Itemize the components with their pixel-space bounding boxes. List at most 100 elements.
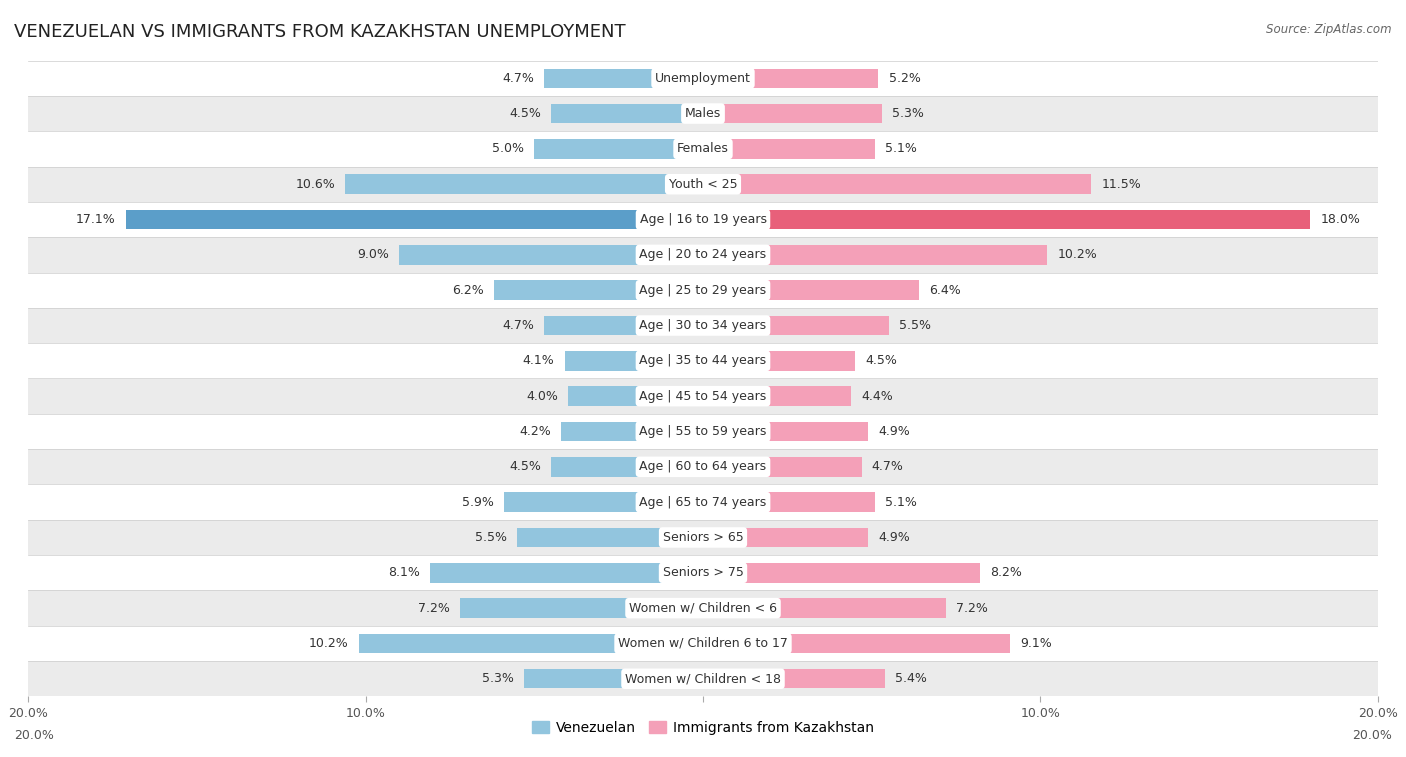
Text: 5.1%: 5.1% (886, 142, 917, 155)
Text: 4.7%: 4.7% (502, 72, 534, 85)
Text: Age | 60 to 64 years: Age | 60 to 64 years (640, 460, 766, 473)
Text: 5.3%: 5.3% (482, 672, 515, 685)
Bar (568, 386, 703, 406)
Text: 18.0%: 18.0% (1320, 213, 1361, 226)
Bar (703, 316, 889, 335)
Text: Seniors > 75: Seniors > 75 (662, 566, 744, 579)
Text: 10.6%: 10.6% (295, 178, 335, 191)
Bar (399, 245, 703, 265)
Bar (551, 104, 703, 123)
Text: 5.3%: 5.3% (891, 107, 924, 120)
Text: VENEZUELAN VS IMMIGRANTS FROM KAZAKHSTAN UNEMPLOYMENT: VENEZUELAN VS IMMIGRANTS FROM KAZAKHSTAN… (14, 23, 626, 41)
Text: Unemployment: Unemployment (655, 72, 751, 85)
Text: Age | 35 to 44 years: Age | 35 to 44 years (640, 354, 766, 367)
Bar (703, 493, 875, 512)
Bar (28, 308, 1378, 343)
Text: Age | 65 to 74 years: Age | 65 to 74 years (640, 496, 766, 509)
Bar (561, 422, 703, 441)
Text: Source: ZipAtlas.com: Source: ZipAtlas.com (1267, 23, 1392, 36)
Bar (703, 669, 886, 689)
Text: 20.0%: 20.0% (14, 729, 53, 742)
Bar (28, 61, 1378, 96)
Text: Males: Males (685, 107, 721, 120)
Text: 20.0%: 20.0% (1353, 729, 1392, 742)
Text: 4.4%: 4.4% (862, 390, 893, 403)
Text: 4.7%: 4.7% (872, 460, 904, 473)
Bar (28, 590, 1378, 626)
Bar (703, 386, 852, 406)
Bar (544, 316, 703, 335)
Legend: Venezuelan, Immigrants from Kazakhstan: Venezuelan, Immigrants from Kazakhstan (526, 715, 880, 740)
Text: Age | 55 to 59 years: Age | 55 to 59 years (640, 425, 766, 438)
Bar (28, 555, 1378, 590)
Bar (28, 273, 1378, 308)
Bar (703, 563, 980, 583)
Bar (28, 167, 1378, 202)
Bar (703, 351, 855, 371)
Bar (544, 68, 703, 88)
Text: Age | 16 to 19 years: Age | 16 to 19 years (640, 213, 766, 226)
Text: 5.0%: 5.0% (492, 142, 524, 155)
Text: 9.0%: 9.0% (357, 248, 389, 261)
Bar (524, 669, 703, 689)
Bar (28, 414, 1378, 449)
Text: 4.5%: 4.5% (509, 107, 541, 120)
Text: 9.1%: 9.1% (1021, 637, 1052, 650)
Bar (460, 598, 703, 618)
Text: 17.1%: 17.1% (76, 213, 115, 226)
Text: 4.5%: 4.5% (865, 354, 897, 367)
Bar (703, 104, 882, 123)
Text: 7.2%: 7.2% (418, 602, 450, 615)
Text: Seniors > 65: Seniors > 65 (662, 531, 744, 544)
Text: Women w/ Children < 6: Women w/ Children < 6 (628, 602, 778, 615)
Text: 8.1%: 8.1% (388, 566, 419, 579)
Text: 6.2%: 6.2% (451, 284, 484, 297)
Bar (534, 139, 703, 159)
Text: 7.2%: 7.2% (956, 602, 988, 615)
Text: 8.2%: 8.2% (990, 566, 1022, 579)
Text: 10.2%: 10.2% (309, 637, 349, 650)
Text: 4.9%: 4.9% (879, 425, 910, 438)
Bar (703, 528, 869, 547)
Text: 5.9%: 5.9% (463, 496, 494, 509)
Text: Age | 30 to 34 years: Age | 30 to 34 years (640, 319, 766, 332)
Text: 10.2%: 10.2% (1057, 248, 1097, 261)
Text: 5.5%: 5.5% (475, 531, 508, 544)
Text: 4.9%: 4.9% (879, 531, 910, 544)
Text: 4.7%: 4.7% (502, 319, 534, 332)
Bar (28, 378, 1378, 414)
Bar (703, 457, 862, 477)
Text: 4.2%: 4.2% (519, 425, 551, 438)
Text: Age | 20 to 24 years: Age | 20 to 24 years (640, 248, 766, 261)
Text: Females: Females (678, 142, 728, 155)
Bar (28, 520, 1378, 555)
Bar (494, 281, 703, 300)
Bar (28, 96, 1378, 131)
Bar (28, 202, 1378, 237)
Bar (703, 175, 1091, 194)
Bar (703, 281, 920, 300)
Bar (703, 210, 1310, 229)
Text: Age | 45 to 54 years: Age | 45 to 54 years (640, 390, 766, 403)
Bar (551, 457, 703, 477)
Bar (28, 449, 1378, 484)
Bar (346, 175, 703, 194)
Text: Women w/ Children 6 to 17: Women w/ Children 6 to 17 (619, 637, 787, 650)
Bar (28, 343, 1378, 378)
Text: Youth < 25: Youth < 25 (669, 178, 737, 191)
Bar (359, 634, 703, 653)
Text: 4.0%: 4.0% (526, 390, 558, 403)
Bar (703, 598, 946, 618)
Bar (565, 351, 703, 371)
Text: 4.5%: 4.5% (509, 460, 541, 473)
Text: 5.2%: 5.2% (889, 72, 921, 85)
Text: 4.1%: 4.1% (523, 354, 554, 367)
Text: 5.1%: 5.1% (886, 496, 917, 509)
Bar (703, 422, 869, 441)
Bar (127, 210, 703, 229)
Text: 6.4%: 6.4% (929, 284, 960, 297)
Bar (28, 661, 1378, 696)
Bar (503, 493, 703, 512)
Bar (703, 245, 1047, 265)
Text: 5.4%: 5.4% (896, 672, 927, 685)
